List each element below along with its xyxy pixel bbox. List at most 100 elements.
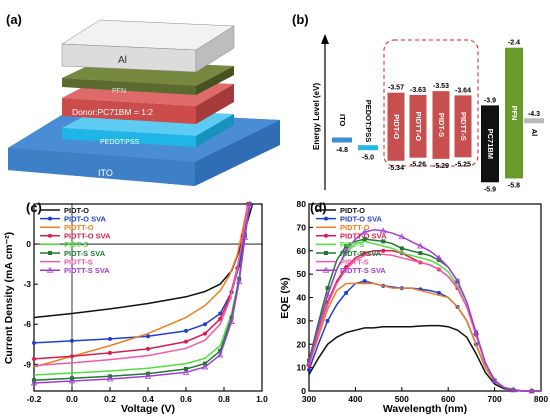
ito-layer-label: ITO xyxy=(98,168,113,178)
energy-al-level xyxy=(524,118,544,124)
energy-items: -4.8 ITO -5.0 PEDOT:PSS PIDT-O -3.57 -5.34 PIDT… xyxy=(332,40,544,193)
eqe-point-pidtt-s-sva xyxy=(324,291,331,298)
eqe-legend-label-pidt-s: PIDT-S xyxy=(340,240,364,249)
eqe-legend-label-pidtt-o: PIDTT-O xyxy=(340,223,370,232)
energy-axis-label: Energy Level (eV) xyxy=(312,83,321,150)
eqe-x-tick-label: 500 xyxy=(395,394,409,404)
pedot-layer-side xyxy=(196,114,234,147)
energy-level-panel: (b) Energy Level (eV) -4.8 ITO -5.0 PEDOT:P… xyxy=(292,12,544,193)
eqe-legend-label-pidtt-s-sva: PIDTT-S SVA xyxy=(340,266,386,275)
eqe-x-tick-label: 800 xyxy=(534,394,548,404)
energy-pc71bm-label: PC71BM xyxy=(486,129,495,159)
jv-legend-label-pidtt-s: PIDTT-S xyxy=(64,257,93,266)
eqe-legend-label-pidt-o-sva: PIDT-O SVA xyxy=(340,214,383,223)
energy-pidtt-s-upper-value: -3.64 xyxy=(455,87,471,94)
jv-point-pidtt-s-sva xyxy=(201,363,209,370)
energy-ito-level xyxy=(332,137,352,143)
jv-point-pidtt-o-sva xyxy=(203,331,207,336)
eqe-point-pidtt-s-sva xyxy=(528,387,535,394)
eqe-legend-marker-pidt-o-sva xyxy=(324,216,328,221)
eqe-point-pidt-s-sva xyxy=(325,286,330,291)
eqe-point-pidt-s-sva xyxy=(381,239,386,244)
energy-pidtt-o-bar xyxy=(409,95,427,158)
eqe-point-pidtt-s-sva xyxy=(454,277,461,284)
eqe-y-tick-label: 50 xyxy=(297,269,307,279)
eqe-y-tick-label: 60 xyxy=(297,246,307,256)
eqe-series-pidtt-s-sva xyxy=(308,228,541,392)
jv-point-pidtt-s-sva xyxy=(217,351,224,358)
jv-x-tick-label: 0.2 xyxy=(104,394,116,404)
energy-pedot-pss-level xyxy=(358,145,378,151)
jv-series xyxy=(30,200,254,386)
energy-pc71bm-bar xyxy=(481,105,499,183)
jv-point-pidtt-o-sva xyxy=(184,339,188,344)
energy-pidt-s-bar xyxy=(432,91,450,159)
jv-legend-label-pidt-o: PIDT-O xyxy=(64,206,89,215)
energy-pfn-bar xyxy=(505,47,523,179)
eqe-chart-panel: (d) 300 400 500 600 700 80001020304050607080 … xyxy=(279,199,548,415)
energy-pfn-label: PFN xyxy=(510,106,519,121)
jv-y-tick-label: -3 xyxy=(23,279,31,289)
eqe-legend-label-pidt-s-sva: PIDT-S SVA xyxy=(340,249,382,258)
jv-legend-label-pidt-o-sva: PIDT-O SVA xyxy=(64,214,107,223)
jv-point-pidtt-s-sva xyxy=(182,368,190,375)
eqe-point-pidtt-s-sva xyxy=(491,377,498,383)
jv-x-tick-label: 1.0 xyxy=(256,394,268,404)
jv-x-tick-label: -0.2 xyxy=(27,394,42,404)
panel-label-a: (a) xyxy=(6,12,22,27)
energy-pidt-o-bar xyxy=(387,92,405,161)
energy-pc71bm-upper-value: -3.9 xyxy=(484,97,496,104)
eqe-legend-label-pidtt-s: PIDTT-S xyxy=(340,257,369,266)
eqe-point-pidt-s-sva xyxy=(418,251,423,256)
jv-x-tick-label: 0.0 xyxy=(66,394,78,404)
energy-pidtt-o-upper-value: -3.63 xyxy=(410,87,426,94)
jv-point-pidt-o-sva xyxy=(218,311,223,316)
jv-point-pidtt-s-sva xyxy=(106,375,114,382)
eqe-legend-marker-pidt-s-sva xyxy=(324,251,328,255)
energy-al-value: -4.3 xyxy=(528,111,540,118)
jv-legend-marker-pidt-o-sva xyxy=(48,216,52,221)
eqe-point-pidt-o-sva xyxy=(325,318,330,323)
eqe-legend-marker-pidtt-o-sva xyxy=(324,233,328,238)
panel-label-b: (b) xyxy=(292,12,309,27)
jv-point-pidtt-s-sva xyxy=(228,318,235,324)
eqe-point-pidtt-s-sva xyxy=(361,228,368,235)
energy-ito-value: -4.8 xyxy=(336,147,348,154)
eqe-point-pidt-o-sva xyxy=(344,290,349,295)
energy-pidt-s-label: PIDT-S xyxy=(437,113,446,137)
energy-pedot-pss-value: -5.0 xyxy=(362,155,374,162)
energy-pidtt-s-label: PIDTT-S xyxy=(459,112,468,141)
eqe-y-tick-label: 10 xyxy=(297,363,307,373)
jv-point-pidtt-s-sva xyxy=(246,200,253,207)
energy-pidtt-o-label: PIDTT-O xyxy=(414,112,423,142)
jv-x-tick-label: 0.4 xyxy=(142,394,154,404)
jv-point-pidt-s-sva xyxy=(203,361,207,366)
jv-legend-label-pidtt-s-sva: PIDTT-S SVA xyxy=(64,266,110,275)
energy-pidtt-s-lower-value: -5.25 xyxy=(455,161,471,168)
jv-point-pidtt-o-sva xyxy=(32,356,36,361)
jv-point-pidtt-o-sva xyxy=(146,346,150,351)
eqe-x-tick-label: 400 xyxy=(348,394,362,404)
eqe-y-tick-label: 40 xyxy=(297,293,307,303)
eqe-point-pidt-o-sva xyxy=(436,290,441,295)
jv-x-tick-label: 0.6 xyxy=(180,394,192,404)
eqe-point-pidtt-s-sva xyxy=(509,386,517,393)
eqe-point-pidtt-s-sva xyxy=(380,227,387,234)
energy-pidt-o-label: PIDT-O xyxy=(392,114,401,139)
jv-ticks: -0.2 0.0 0.2 0.4 0.6 0.8 1.0 -9 -6 -3 0 xyxy=(23,204,268,404)
eqe-legend-marker-pidtt-s-sva xyxy=(322,266,330,273)
jv-legend-marker-pidtt-s-sva xyxy=(46,266,54,273)
jv-point-pidt-o-sva xyxy=(108,336,112,341)
eqe-point-pidtt-s-sva xyxy=(472,329,480,335)
eqe-y-axis-label: EQE (%) xyxy=(279,277,291,318)
eqe-point-pidtt-o-sva xyxy=(381,248,386,253)
energy-pidt-s-lower-value: -5.29 xyxy=(433,163,449,170)
eqe-ticks: 300 400 500 600 700 800 0 10 20 30 40 50 60 70 80 xyxy=(297,199,549,404)
jv-point-pidt-s-sva xyxy=(218,348,223,353)
jv-y-tick-label: -6 xyxy=(23,319,31,329)
eqe-point-pidt-s-sva xyxy=(362,237,367,242)
jv-series-pidtt-s xyxy=(33,203,249,367)
eqe-x-axis-label: Wavelength (nm) xyxy=(383,403,467,415)
